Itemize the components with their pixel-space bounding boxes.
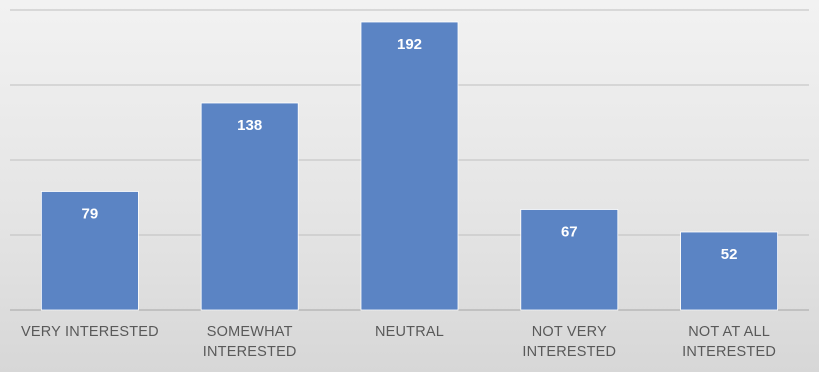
x-tick-label: NEUTRAL <box>335 322 485 342</box>
bar <box>520 209 619 311</box>
bar <box>200 102 299 311</box>
x-tick-label-line: INTERESTED <box>202 344 297 360</box>
data-label: 138 <box>237 117 262 134</box>
x-tick-label-line: NOT VERY <box>531 324 607 340</box>
data-labels: 79 138 192 67 52 <box>82 36 738 263</box>
x-tick-label-line: INTERESTED <box>682 344 777 360</box>
x-tick-label-line: NEUTRAL <box>374 324 445 340</box>
x-tick-label-line: SOMEWHAT <box>206 324 293 340</box>
x-tick-label-line: NOT AT ALL <box>688 324 770 340</box>
x-tick-label: SOMEWHAT INTERESTED <box>175 322 325 362</box>
bar <box>360 21 459 311</box>
x-tick-label: NOT VERY INTERESTED <box>494 322 644 362</box>
x-tick-label-line: VERY INTERESTED <box>20 324 159 340</box>
bars <box>41 21 778 311</box>
data-label: 79 <box>82 206 99 223</box>
x-tick-label: NOT AT ALL INTERESTED <box>654 322 804 362</box>
bar <box>680 231 778 311</box>
bar <box>41 191 139 311</box>
data-label: 52 <box>721 246 738 263</box>
x-tick-label: VERY INTERESTED <box>15 322 165 342</box>
data-label: 192 <box>397 36 422 53</box>
x-tick-label-line: INTERESTED <box>522 344 617 360</box>
data-label: 67 <box>561 224 578 241</box>
